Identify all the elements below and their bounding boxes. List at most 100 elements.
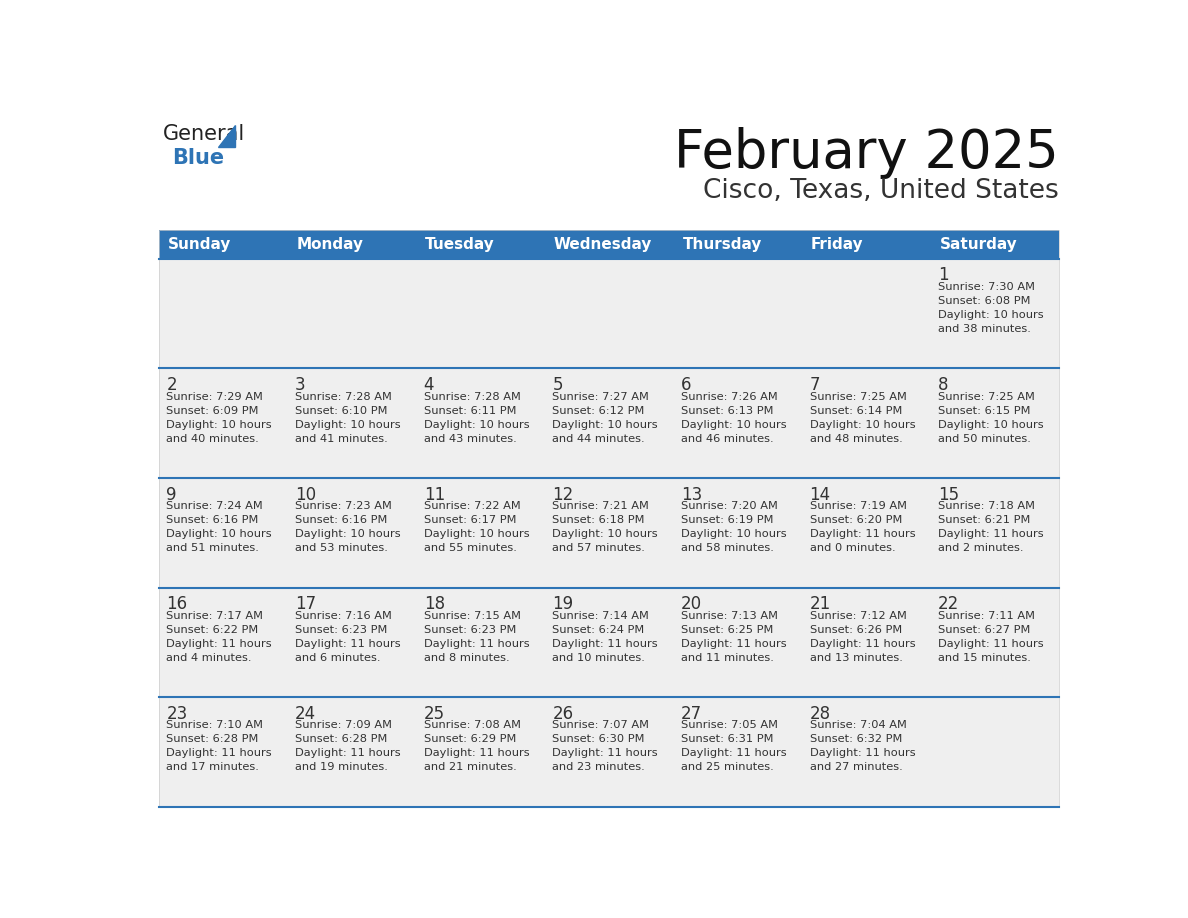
Text: Sunrise: 7:16 AM
Sunset: 6:23 PM
Daylight: 11 hours
and 6 minutes.: Sunrise: 7:16 AM Sunset: 6:23 PM Dayligh… — [295, 610, 400, 663]
Text: Sunrise: 7:07 AM
Sunset: 6:30 PM
Daylight: 11 hours
and 23 minutes.: Sunrise: 7:07 AM Sunset: 6:30 PM Dayligh… — [552, 721, 658, 772]
Text: 23: 23 — [166, 705, 188, 723]
Bar — [158, 230, 287, 259]
Bar — [802, 588, 930, 698]
Text: Sunrise: 7:04 AM
Sunset: 6:32 PM
Daylight: 11 hours
and 27 minutes.: Sunrise: 7:04 AM Sunset: 6:32 PM Dayligh… — [809, 721, 915, 772]
Bar — [416, 478, 544, 588]
Bar — [158, 368, 287, 478]
Text: Sunrise: 7:27 AM
Sunset: 6:12 PM
Daylight: 10 hours
and 44 minutes.: Sunrise: 7:27 AM Sunset: 6:12 PM Dayligh… — [552, 391, 658, 443]
Bar — [930, 368, 1060, 478]
Text: 25: 25 — [424, 705, 444, 723]
Text: Cisco, Texas, United States: Cisco, Texas, United States — [703, 178, 1060, 204]
Bar — [287, 588, 416, 698]
Text: 20: 20 — [681, 596, 702, 613]
Text: Sunrise: 7:17 AM
Sunset: 6:22 PM
Daylight: 11 hours
and 4 minutes.: Sunrise: 7:17 AM Sunset: 6:22 PM Dayligh… — [166, 610, 272, 663]
Text: Sunrise: 7:18 AM
Sunset: 6:21 PM
Daylight: 11 hours
and 2 minutes.: Sunrise: 7:18 AM Sunset: 6:21 PM Dayligh… — [939, 501, 1044, 554]
Text: Tuesday: Tuesday — [425, 237, 495, 252]
Text: 22: 22 — [939, 596, 960, 613]
Text: Sunrise: 7:25 AM
Sunset: 6:15 PM
Daylight: 10 hours
and 50 minutes.: Sunrise: 7:25 AM Sunset: 6:15 PM Dayligh… — [939, 391, 1044, 443]
Bar — [158, 698, 287, 807]
Text: Sunrise: 7:09 AM
Sunset: 6:28 PM
Daylight: 11 hours
and 19 minutes.: Sunrise: 7:09 AM Sunset: 6:28 PM Dayligh… — [295, 721, 400, 772]
Text: Sunrise: 7:26 AM
Sunset: 6:13 PM
Daylight: 10 hours
and 46 minutes.: Sunrise: 7:26 AM Sunset: 6:13 PM Dayligh… — [681, 391, 786, 443]
Bar — [544, 259, 674, 368]
Bar — [674, 230, 802, 259]
Bar — [802, 478, 930, 588]
Text: Sunrise: 7:30 AM
Sunset: 6:08 PM
Daylight: 10 hours
and 38 minutes.: Sunrise: 7:30 AM Sunset: 6:08 PM Dayligh… — [939, 282, 1044, 334]
Text: 17: 17 — [295, 596, 316, 613]
Text: Sunrise: 7:08 AM
Sunset: 6:29 PM
Daylight: 11 hours
and 21 minutes.: Sunrise: 7:08 AM Sunset: 6:29 PM Dayligh… — [424, 721, 529, 772]
Bar — [416, 230, 544, 259]
Text: 9: 9 — [166, 486, 177, 504]
Text: 21: 21 — [809, 596, 830, 613]
Text: 7: 7 — [809, 376, 820, 394]
Bar — [674, 259, 802, 368]
Text: Sunrise: 7:20 AM
Sunset: 6:19 PM
Daylight: 10 hours
and 58 minutes.: Sunrise: 7:20 AM Sunset: 6:19 PM Dayligh… — [681, 501, 786, 554]
Text: Wednesday: Wednesday — [554, 237, 652, 252]
Bar — [287, 368, 416, 478]
Bar — [544, 478, 674, 588]
Bar — [674, 698, 802, 807]
Bar — [802, 230, 930, 259]
Bar — [158, 588, 287, 698]
Bar — [930, 588, 1060, 698]
Text: Sunrise: 7:19 AM
Sunset: 6:20 PM
Daylight: 11 hours
and 0 minutes.: Sunrise: 7:19 AM Sunset: 6:20 PM Dayligh… — [809, 501, 915, 554]
Bar — [416, 698, 544, 807]
Text: 19: 19 — [552, 596, 574, 613]
Text: Sunrise: 7:21 AM
Sunset: 6:18 PM
Daylight: 10 hours
and 57 minutes.: Sunrise: 7:21 AM Sunset: 6:18 PM Dayligh… — [552, 501, 658, 554]
Text: Sunrise: 7:29 AM
Sunset: 6:09 PM
Daylight: 10 hours
and 40 minutes.: Sunrise: 7:29 AM Sunset: 6:09 PM Dayligh… — [166, 391, 272, 443]
Text: 3: 3 — [295, 376, 305, 394]
Bar — [416, 368, 544, 478]
Text: Sunrise: 7:23 AM
Sunset: 6:16 PM
Daylight: 10 hours
and 53 minutes.: Sunrise: 7:23 AM Sunset: 6:16 PM Dayligh… — [295, 501, 400, 554]
Text: Sunrise: 7:22 AM
Sunset: 6:17 PM
Daylight: 10 hours
and 55 minutes.: Sunrise: 7:22 AM Sunset: 6:17 PM Dayligh… — [424, 501, 529, 554]
Bar — [287, 698, 416, 807]
Bar — [544, 230, 674, 259]
Text: 15: 15 — [939, 486, 960, 504]
Text: 8: 8 — [939, 376, 949, 394]
Text: 4: 4 — [424, 376, 434, 394]
Text: 5: 5 — [552, 376, 563, 394]
Bar — [930, 478, 1060, 588]
Bar — [802, 259, 930, 368]
Text: 13: 13 — [681, 486, 702, 504]
Text: 10: 10 — [295, 486, 316, 504]
Text: Sunrise: 7:11 AM
Sunset: 6:27 PM
Daylight: 11 hours
and 15 minutes.: Sunrise: 7:11 AM Sunset: 6:27 PM Dayligh… — [939, 610, 1044, 663]
Text: 12: 12 — [552, 486, 574, 504]
Text: 18: 18 — [424, 596, 444, 613]
Text: February 2025: February 2025 — [675, 127, 1060, 179]
Text: Friday: Friday — [811, 237, 864, 252]
Bar — [544, 588, 674, 698]
Bar — [158, 230, 1060, 807]
Text: Sunrise: 7:12 AM
Sunset: 6:26 PM
Daylight: 11 hours
and 13 minutes.: Sunrise: 7:12 AM Sunset: 6:26 PM Dayligh… — [809, 610, 915, 663]
Bar — [416, 588, 544, 698]
Bar — [158, 478, 287, 588]
Text: Sunrise: 7:28 AM
Sunset: 6:11 PM
Daylight: 10 hours
and 43 minutes.: Sunrise: 7:28 AM Sunset: 6:11 PM Dayligh… — [424, 391, 529, 443]
Text: 26: 26 — [552, 705, 574, 723]
Text: 6: 6 — [681, 376, 691, 394]
Bar — [674, 478, 802, 588]
Text: Sunrise: 7:15 AM
Sunset: 6:23 PM
Daylight: 11 hours
and 8 minutes.: Sunrise: 7:15 AM Sunset: 6:23 PM Dayligh… — [424, 610, 529, 663]
Bar — [158, 259, 287, 368]
Text: Sunrise: 7:24 AM
Sunset: 6:16 PM
Daylight: 10 hours
and 51 minutes.: Sunrise: 7:24 AM Sunset: 6:16 PM Dayligh… — [166, 501, 272, 554]
Bar — [674, 368, 802, 478]
Text: 14: 14 — [809, 486, 830, 504]
Bar — [930, 698, 1060, 807]
Text: Sunrise: 7:05 AM
Sunset: 6:31 PM
Daylight: 11 hours
and 25 minutes.: Sunrise: 7:05 AM Sunset: 6:31 PM Dayligh… — [681, 721, 786, 772]
Text: 16: 16 — [166, 596, 188, 613]
Text: 11: 11 — [424, 486, 444, 504]
Text: 28: 28 — [809, 705, 830, 723]
Bar — [930, 259, 1060, 368]
Polygon shape — [219, 125, 235, 147]
Text: 1: 1 — [939, 266, 949, 285]
Text: Sunrise: 7:28 AM
Sunset: 6:10 PM
Daylight: 10 hours
and 41 minutes.: Sunrise: 7:28 AM Sunset: 6:10 PM Dayligh… — [295, 391, 400, 443]
Text: General: General — [163, 124, 245, 144]
Bar — [416, 259, 544, 368]
Text: Sunday: Sunday — [168, 237, 232, 252]
Text: Thursday: Thursday — [682, 237, 762, 252]
Text: Sunrise: 7:10 AM
Sunset: 6:28 PM
Daylight: 11 hours
and 17 minutes.: Sunrise: 7:10 AM Sunset: 6:28 PM Dayligh… — [166, 721, 272, 772]
Text: Saturday: Saturday — [940, 237, 1018, 252]
Text: Sunrise: 7:13 AM
Sunset: 6:25 PM
Daylight: 11 hours
and 11 minutes.: Sunrise: 7:13 AM Sunset: 6:25 PM Dayligh… — [681, 610, 786, 663]
Bar — [544, 368, 674, 478]
Bar — [930, 230, 1060, 259]
Text: 24: 24 — [295, 705, 316, 723]
Bar — [544, 698, 674, 807]
Bar — [287, 230, 416, 259]
